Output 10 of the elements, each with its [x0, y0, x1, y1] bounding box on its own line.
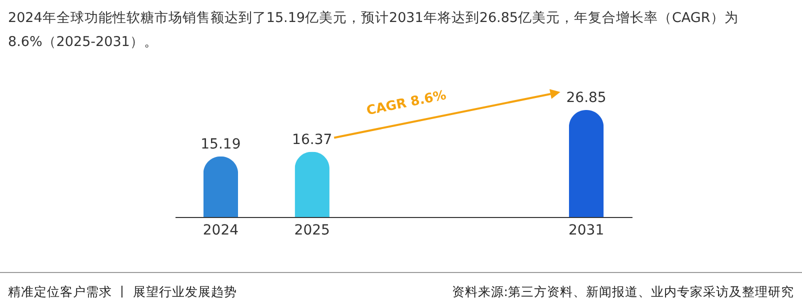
data-label: 26.85 — [566, 90, 606, 106]
chart-title: 2024年全球功能性软糖市场销售额达到了15.19亿美元，预计2031年将达到26.85亿美元，年复合增长率（CAGR）为8.6%（2025-2031）。 — [8, 9, 740, 52]
x-tick-label: 2024 — [202, 222, 239, 238]
text: 精准定位客户需求 丨 展望行业发展趋势 — [8, 284, 237, 301]
x-tick-label: 2025 — [294, 222, 330, 238]
x-tick-label: 2031 — [568, 222, 604, 238]
data-label: 15.19 — [200, 136, 241, 152]
annotation: CAGR 8.6% — [365, 88, 448, 119]
text: 资料来源:第三方资料、新闻报道、业内专家采访及整理研究 — [452, 284, 794, 301]
data-label: 16.37 — [292, 132, 332, 148]
